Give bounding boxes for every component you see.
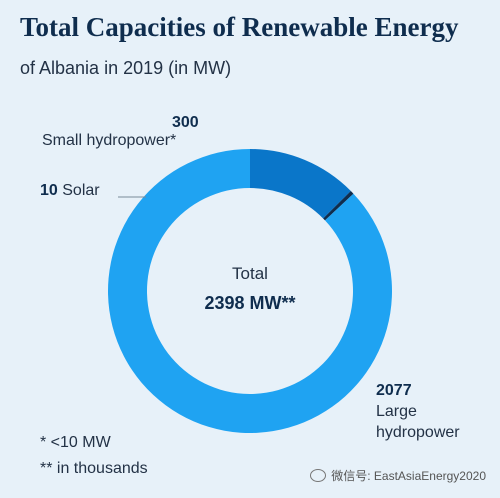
watermark: 微信号: EastAsiaEnergy2020	[310, 467, 486, 484]
chart-title: Total Capacities of Renewable Energy	[20, 12, 459, 42]
center-total-value: 2398 MW**	[204, 293, 296, 313]
value-large-hydropower: 2077	[376, 382, 412, 399]
name-small-hydropower: Small hydropower*	[42, 132, 177, 149]
value-small-hydropower: 300	[172, 114, 199, 131]
wechat-icon	[310, 469, 327, 482]
slice-small-hydropower	[250, 149, 351, 219]
center-total-label: Total	[232, 264, 268, 283]
label-large-hydropower: 2077 Large hydropower	[376, 380, 460, 443]
slice-solar	[323, 191, 354, 221]
watermark-text: 微信号: EastAsiaEnergy2020	[331, 469, 486, 483]
name-solar: Solar	[62, 182, 100, 199]
name-large-hydropower-2: hydropower	[376, 424, 460, 441]
footnote-1: * <10 MW	[40, 434, 111, 451]
label-small-hydropower: 300 Small hydropower*	[42, 114, 199, 150]
value-solar: 10	[40, 182, 58, 199]
name-large-hydropower-1: Large	[376, 403, 417, 420]
footnote-2: ** in thousands	[40, 460, 148, 477]
chart-subtitle: of Albania in 2019 (in MW)	[20, 58, 232, 78]
label-solar: 10 Solar	[40, 182, 100, 200]
